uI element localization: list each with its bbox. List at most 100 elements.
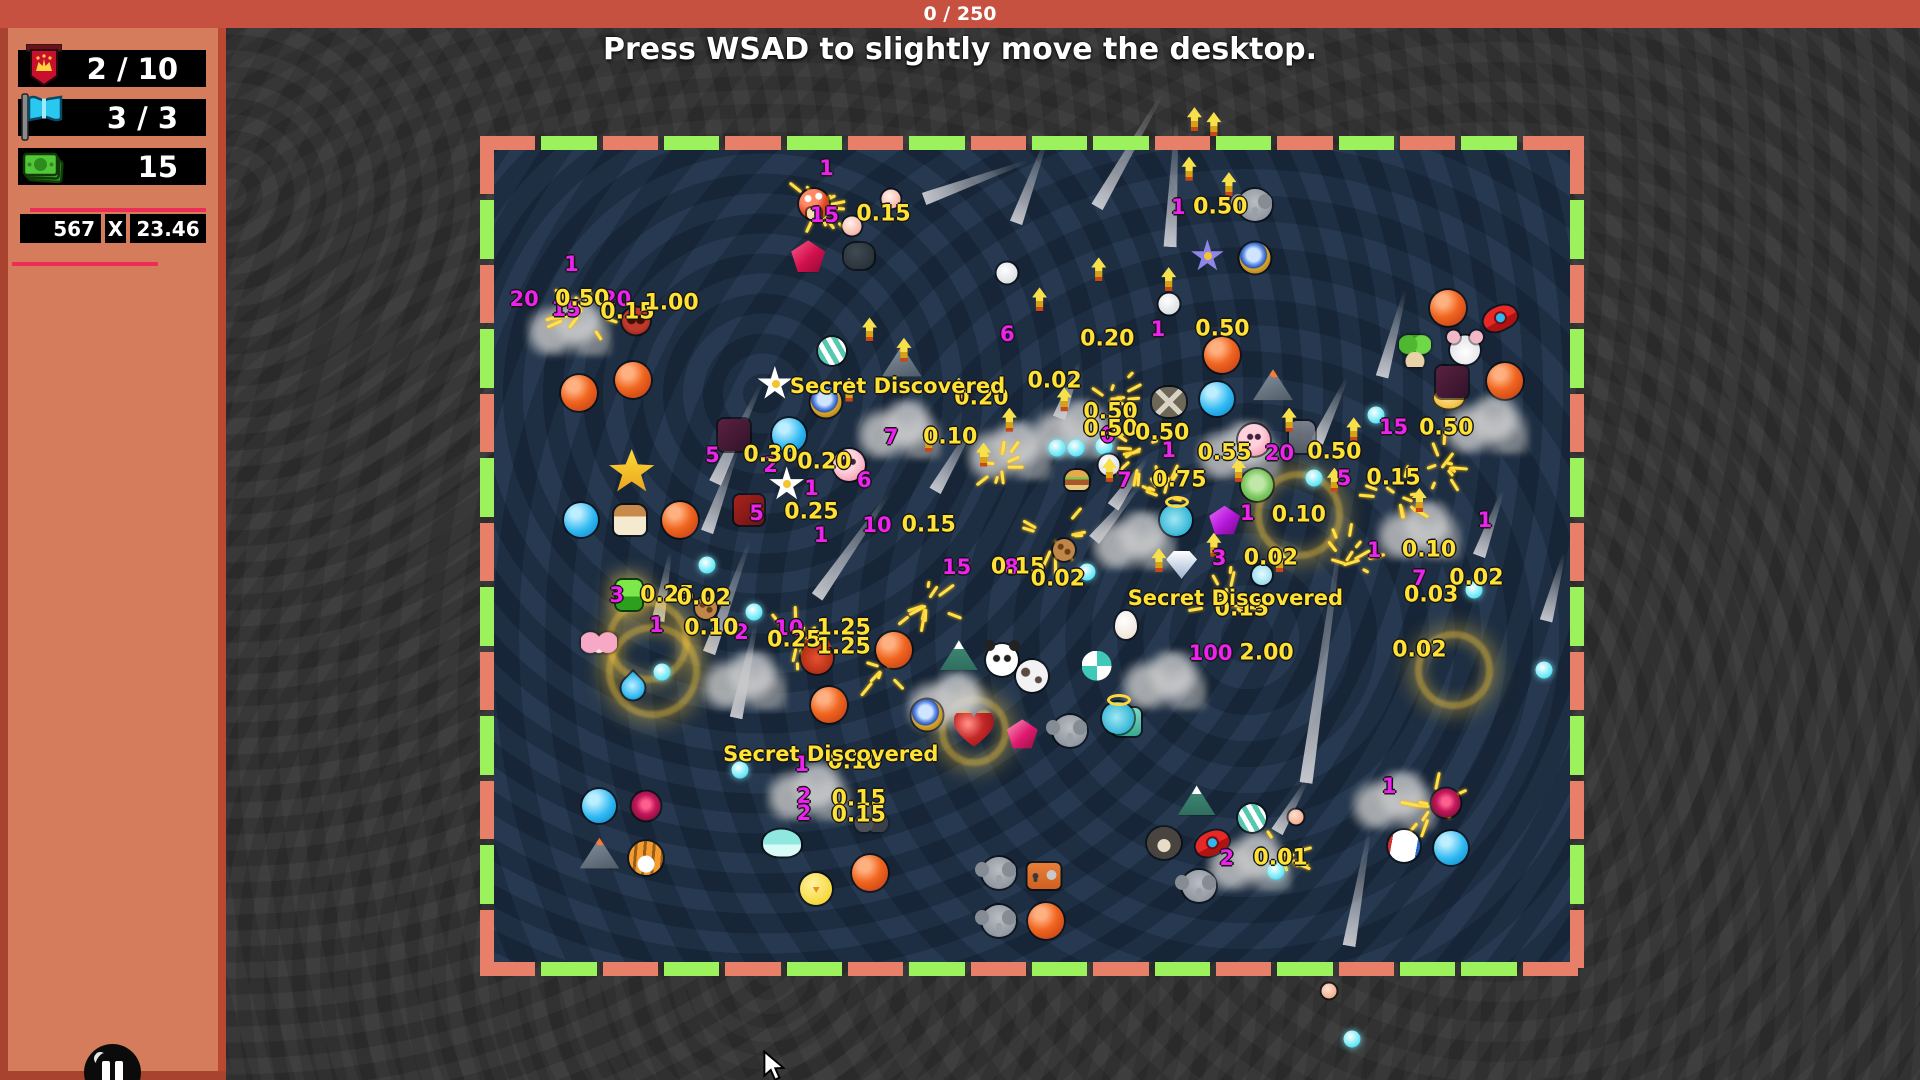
obj-lettuce[interactable] <box>1240 468 1273 501</box>
obj-elephant[interactable] <box>974 904 1016 937</box>
obj-elephant[interactable] <box>1174 869 1216 902</box>
obj-amulet[interactable] <box>810 386 842 418</box>
obj-ball-cyan <box>1343 1030 1361 1048</box>
obj-clown[interactable] <box>1388 829 1421 862</box>
obj-angel[interactable] <box>1160 496 1193 537</box>
gold-glow-ring <box>606 624 701 719</box>
obj-amulet[interactable] <box>911 699 943 731</box>
obj-star[interactable] <box>609 449 655 492</box>
obj-chick[interactable] <box>799 872 832 905</box>
obj-ball-orange[interactable] <box>876 632 913 669</box>
obj-crate-red[interactable] <box>734 494 764 525</box>
obj-moai[interactable] <box>1289 420 1316 453</box>
obj-mouse[interactable] <box>1446 330 1480 365</box>
obj-cookie[interactable] <box>1053 539 1076 562</box>
secret-discovered-label: Secret Discovered <box>723 742 939 767</box>
obj-cookie[interactable] <box>694 596 717 619</box>
border-dash-green <box>1216 136 1272 150</box>
obj-plant[interactable] <box>1399 334 1432 367</box>
pause-icon <box>102 1061 110 1080</box>
obj-elephant[interactable] <box>1230 189 1272 222</box>
hint-banner: Press WSAD to slightly move the desktop. <box>603 32 1317 67</box>
obj-ball-orange[interactable] <box>1487 362 1524 399</box>
obj-fairy[interactable] <box>1252 564 1273 585</box>
border-dash-green <box>480 329 494 388</box>
obj-ball-orange[interactable] <box>662 502 699 539</box>
spark <box>1136 472 1141 487</box>
obj-ball-orange[interactable] <box>1430 289 1467 326</box>
obj-ball-orange[interactable] <box>851 854 888 891</box>
damage-number: 3 <box>609 582 624 607</box>
obj-gem-pink[interactable] <box>1006 719 1038 749</box>
obj-ball-blue[interactable] <box>771 418 806 452</box>
obj-ball-cyan <box>1305 469 1323 487</box>
obj-volcano[interactable] <box>579 837 620 869</box>
obj-gem-purple[interactable] <box>1209 505 1241 535</box>
obj-candy[interactable] <box>1237 804 1266 833</box>
obj-ball-orange[interactable] <box>1204 336 1241 373</box>
obj-crate-dark[interactable] <box>1435 366 1468 399</box>
obj-mountain[interactable] <box>1177 785 1216 816</box>
border-dash-salmon <box>480 909 494 968</box>
obj-bread[interactable] <box>613 505 646 536</box>
obj-mushroom[interactable] <box>798 189 829 220</box>
obj-demon-red[interactable] <box>800 642 833 675</box>
obj-ball-white <box>996 262 1018 284</box>
damage-number: 7 <box>1117 467 1132 492</box>
obj-ball-blue[interactable] <box>1433 831 1468 866</box>
obj-gorilla[interactable] <box>1147 826 1182 859</box>
obj-mountain[interactable] <box>939 640 978 671</box>
border-dash-salmon <box>480 651 494 711</box>
obj-burger[interactable] <box>1065 469 1090 490</box>
obj-butterfly[interactable] <box>581 629 618 660</box>
obj-amulet[interactable] <box>1239 242 1271 274</box>
obj-ball-blue[interactable] <box>582 789 617 824</box>
border-dash-green <box>1277 962 1333 976</box>
upgrade-arrow-icon <box>1032 287 1048 312</box>
playfield-desktop[interactable]: 1 15 1 20 20 15 7 5 2 6 1 5 1 10 15 8 3 1 2 10 1 6 1 6 1 20 7 15 5 1 3… <box>494 150 1570 1048</box>
obj-kirby[interactable] <box>1237 423 1270 456</box>
obj-angel[interactable] <box>1102 694 1135 735</box>
obj-elephant[interactable] <box>974 857 1016 890</box>
obj-tiger[interactable] <box>628 841 663 876</box>
obj-whale[interactable] <box>763 829 802 857</box>
obj-kirby[interactable] <box>833 449 866 482</box>
border-dash-green <box>1570 458 1584 517</box>
border-dash-salmon <box>725 136 781 150</box>
obj-cow[interactable] <box>1016 660 1048 693</box>
value-number: 0.15 <box>831 786 886 812</box>
value-number: 0.02 <box>1449 565 1504 591</box>
obj-ball-blue[interactable] <box>1200 382 1235 417</box>
obj-flower-purple[interactable] <box>1191 239 1224 271</box>
obj-diamond-white[interactable] <box>1166 550 1198 579</box>
obj-skull-red[interactable] <box>622 307 651 335</box>
obj-egg[interactable] <box>1114 611 1137 640</box>
obj-pinwheel[interactable] <box>1081 650 1112 681</box>
obj-rocket[interactable] <box>1479 299 1521 337</box>
obj-radio[interactable] <box>1027 862 1061 889</box>
obj-rose[interactable] <box>631 791 661 821</box>
sidebar: 2 / 10 3 / 3 15 567 <box>0 28 226 1080</box>
flag-stat-value: 3 / 3 <box>106 100 178 135</box>
value-number: 0.02 <box>1392 637 1447 663</box>
obj-ball-blue[interactable] <box>564 503 599 538</box>
obj-gem-red[interactable] <box>791 240 826 273</box>
obj-ball-orange[interactable] <box>561 374 597 411</box>
obj-ball-orange[interactable] <box>1027 902 1064 939</box>
obj-candy[interactable] <box>817 337 846 366</box>
obj-ball-orange[interactable] <box>614 361 651 398</box>
obj-battery[interactable] <box>615 579 642 610</box>
obj-rocks[interactable] <box>853 802 890 833</box>
obj-fishbone[interactable] <box>1151 386 1186 417</box>
obj-volcano[interactable] <box>1253 369 1294 401</box>
damage-number: 20 <box>602 287 632 312</box>
obj-ball-cyan <box>698 556 716 574</box>
obj-panda[interactable] <box>983 639 1018 676</box>
obj-rose[interactable] <box>1431 788 1461 818</box>
obj-crate-dark[interactable] <box>717 419 750 451</box>
obj-elephant[interactable] <box>1045 714 1087 747</box>
pause-button[interactable] <box>84 1044 141 1080</box>
obj-ball-orange[interactable] <box>810 687 847 724</box>
obj-rock[interactable] <box>843 243 874 270</box>
damage-number: 20 <box>1264 440 1295 465</box>
